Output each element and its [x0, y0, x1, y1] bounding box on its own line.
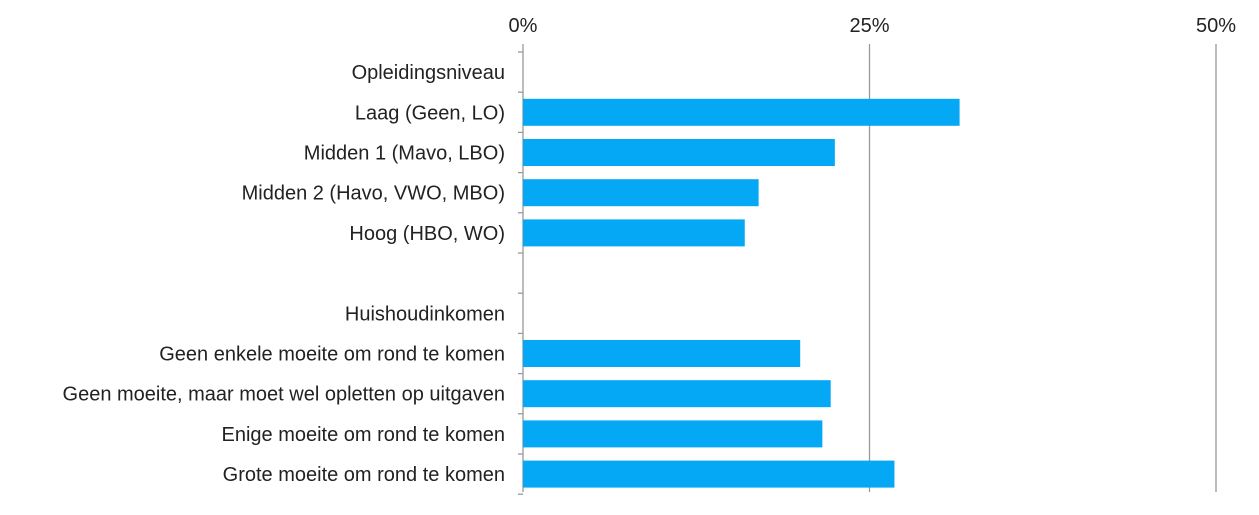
bar: [523, 460, 895, 488]
category-label: Enige moeite om rond te komen: [222, 424, 506, 446]
category-label: Geen moeite, maar moet wel opletten op u…: [63, 384, 505, 406]
category-label: Huishoudinkomen: [345, 303, 505, 325]
bar: [523, 139, 835, 166]
category-label: Midden 1 (Mavo, LBO): [304, 143, 505, 165]
bar: [523, 219, 745, 247]
x-tick-labels: 0% 25% 50%: [509, 15, 1237, 37]
category-label: Laag (Geen, LO): [355, 102, 505, 124]
bar: [523, 420, 823, 448]
category-label: Opleidingsniveau: [352, 62, 505, 84]
x-tick-label-0: 0%: [509, 15, 538, 37]
category-labels: Opleidingsniveau Laag (Geen, LO) Midden 1 …: [63, 62, 505, 486]
bars: [523, 98, 960, 488]
x-tick-label-2: 50%: [1196, 15, 1236, 37]
bar: [523, 340, 801, 367]
bar: [523, 380, 831, 408]
x-tick-label-1: 25%: [849, 15, 889, 37]
bar: [523, 98, 960, 126]
category-label: Geen enkele moeite om rond te komen: [159, 344, 505, 366]
category-label: Hoog (HBO, WO): [349, 223, 505, 245]
y-axis: [518, 44, 524, 495]
bar: [523, 179, 759, 207]
category-label: Grote moeite om rond te komen: [223, 464, 505, 486]
category-label: Midden 2 (Havo, VWO, MBO): [242, 183, 505, 205]
